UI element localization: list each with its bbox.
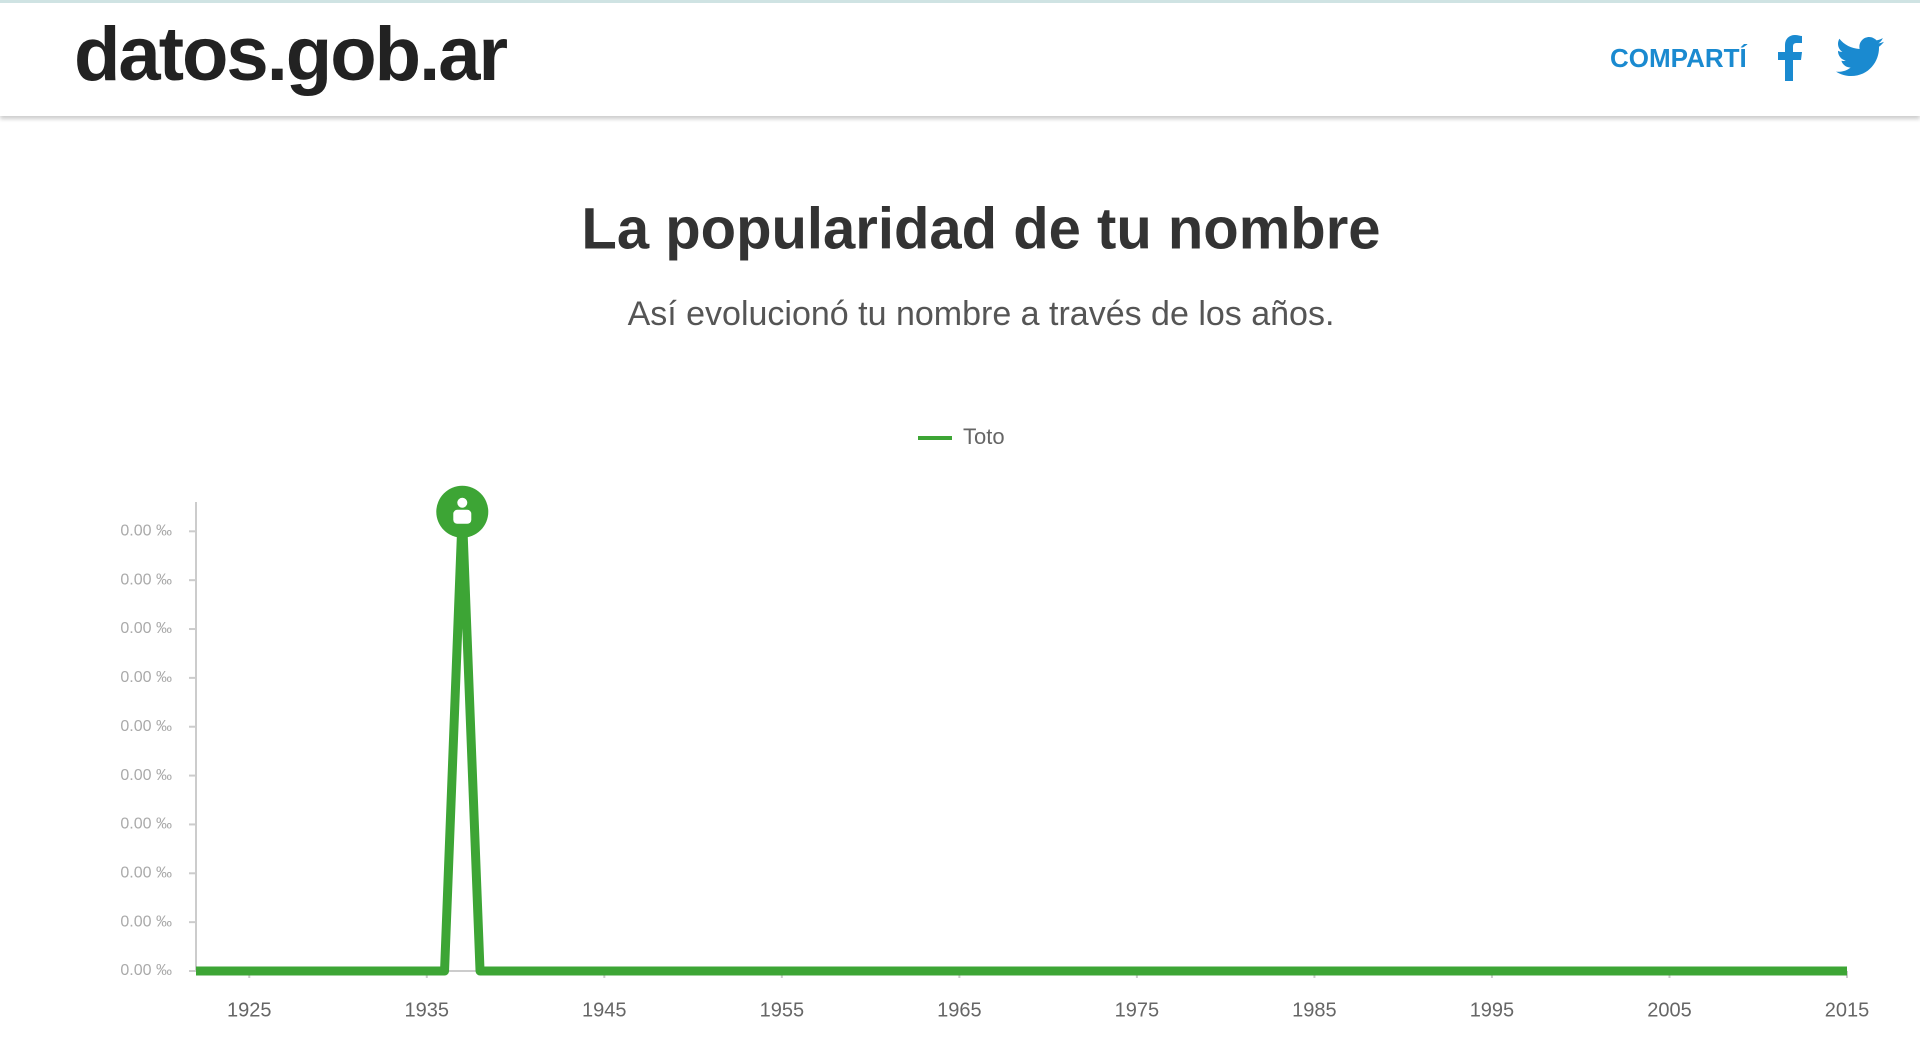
x-tick-label: 1935: [405, 999, 450, 1021]
x-tick-label: 1965: [937, 999, 982, 1021]
header: datos.gob.ar COMPARTÍ: [0, 0, 1920, 116]
x-tick-label: 1925: [227, 999, 272, 1021]
x-tick-label: 1975: [1115, 999, 1160, 1021]
chart-subtitle: Así evolucionó tu nombre a través de los…: [628, 295, 1335, 333]
peak-icon-head: [457, 497, 468, 508]
share-label: COMPARTÍ: [1610, 43, 1747, 73]
facebook-icon[interactable]: [1774, 35, 1804, 81]
y-tick-label: 0.00 ‰: [120, 620, 172, 637]
x-tick-label: 1945: [582, 999, 627, 1021]
y-tick-label: 0.00 ‰: [120, 913, 172, 930]
y-tick-label: 0.00 ‰: [120, 669, 172, 686]
chart-title: La popularidad de tu nombre: [581, 196, 1380, 261]
y-tick-label: 0.00 ‰: [120, 718, 172, 735]
logo[interactable]: datos.gob.ar: [74, 12, 508, 97]
y-tick-label: 0.00 ‰: [120, 962, 172, 979]
y-tick-label: 0.00 ‰: [120, 816, 172, 833]
x-tick-label: 1995: [1470, 999, 1515, 1021]
peak-icon-body: [453, 509, 472, 524]
twitter-icon[interactable]: [1836, 37, 1884, 77]
series-line: [196, 507, 1847, 976]
y-tick-label: 0.00 ‰: [120, 523, 172, 540]
x-tick-label: 2015: [1825, 999, 1870, 1021]
x-tick-label: 1985: [1292, 999, 1337, 1021]
y-tick-label: 0.00 ‰: [120, 571, 172, 588]
x-tick-label: 2005: [1647, 999, 1692, 1021]
chart: La popularidad de tu nombre Así evolucio…: [120, 196, 1870, 1021]
y-tick-label: 0.00 ‰: [120, 865, 172, 882]
x-tick-label: 1955: [760, 999, 805, 1021]
y-tick-label: 0.00 ‰: [120, 767, 172, 784]
legend-label: Toto: [963, 424, 1005, 449]
